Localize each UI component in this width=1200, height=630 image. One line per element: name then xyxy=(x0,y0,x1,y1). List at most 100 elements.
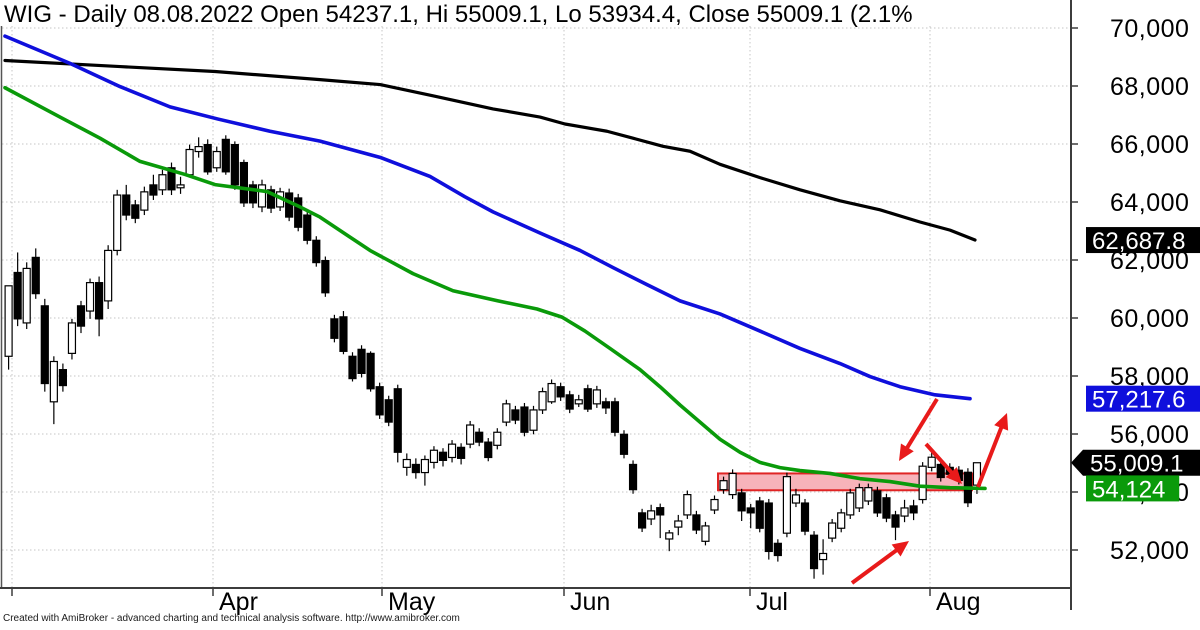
arrow-head-icon xyxy=(945,467,962,484)
candle-down xyxy=(656,507,665,516)
candle-up xyxy=(194,146,203,153)
ma-value-box xyxy=(1086,385,1200,412)
candle-down xyxy=(339,316,348,352)
y-tick-label: 66,000 xyxy=(1110,131,1189,159)
candle-up xyxy=(538,391,547,411)
candle-up xyxy=(900,507,909,517)
candle-down xyxy=(764,502,773,553)
candle-up xyxy=(113,194,122,252)
candle-up xyxy=(927,456,936,468)
ma-value-label: 57,217.6 xyxy=(1092,387,1185,414)
candle-down xyxy=(375,386,384,416)
candle-down xyxy=(239,161,248,204)
candle-down xyxy=(565,394,574,410)
candle-up xyxy=(493,431,502,446)
x-tick-label: Jun xyxy=(570,588,610,616)
arrow-shaft xyxy=(976,423,1005,488)
arrow-head-icon xyxy=(899,443,914,461)
candle-down xyxy=(94,282,104,320)
candle-up xyxy=(547,382,556,403)
candle-down xyxy=(230,143,239,186)
ma-value-box xyxy=(1086,475,1180,502)
candle-down xyxy=(601,401,611,409)
candle-down xyxy=(203,143,212,173)
candles xyxy=(4,135,982,579)
candle-down xyxy=(330,318,339,339)
candle-up xyxy=(85,282,95,312)
candle-up xyxy=(683,494,692,516)
candle-down xyxy=(285,192,294,218)
candle-up xyxy=(864,487,873,502)
candle-up xyxy=(828,522,837,539)
candle-up xyxy=(846,492,855,516)
footer-credit: Created with AmiBroker - advanced charti… xyxy=(3,613,460,624)
candle-down xyxy=(411,463,420,474)
candle-down xyxy=(31,256,40,295)
candle-down xyxy=(76,305,86,327)
candle-up xyxy=(402,458,411,468)
candle-down xyxy=(755,500,764,529)
candle-down xyxy=(909,505,918,514)
candle-down xyxy=(438,451,448,461)
candle-up xyxy=(674,520,683,528)
candle-down xyxy=(357,348,366,374)
candle-down xyxy=(583,388,592,410)
candle-down xyxy=(809,534,819,570)
candle-down xyxy=(167,167,176,191)
candle-down xyxy=(294,197,303,228)
candle-down xyxy=(737,492,746,512)
candle-up xyxy=(4,285,13,357)
candle-down xyxy=(882,497,891,519)
candle-up xyxy=(185,148,194,176)
x-tick-label: Jul xyxy=(756,588,788,616)
candle-up xyxy=(158,174,167,191)
candle-down xyxy=(393,388,402,453)
y-tick-label: 60,000 xyxy=(1110,305,1189,333)
candle-down xyxy=(303,214,312,241)
candle-up xyxy=(529,409,538,431)
arrow-shaft xyxy=(850,546,901,585)
candle-up xyxy=(710,498,719,511)
x-tick-label: Aug xyxy=(936,588,980,616)
ma-value-label: 62,687.8 xyxy=(1092,228,1185,255)
candle-down xyxy=(520,406,529,433)
y-tick-label: 68,000 xyxy=(1110,73,1189,101)
gridlines xyxy=(2,26,1071,587)
candle-down xyxy=(873,490,882,514)
y-axis: 70,00068,00066,00064,00062,00060,00058,0… xyxy=(1071,15,1189,565)
candle-down xyxy=(800,502,810,532)
candle-down xyxy=(40,305,49,385)
candle-down xyxy=(773,542,782,557)
ma-short-line xyxy=(3,85,987,491)
candle-down xyxy=(122,194,131,216)
last-price-label: 55,009.1 xyxy=(1090,451,1183,478)
candle-down xyxy=(619,433,629,455)
candle-up xyxy=(447,443,457,459)
candle-up xyxy=(855,487,864,509)
candle-up xyxy=(728,472,737,496)
y-tick-label: 70,000 xyxy=(1110,15,1189,43)
candle-up xyxy=(665,532,674,540)
y-tick-label: 56,000 xyxy=(1110,421,1189,449)
candle-up xyxy=(212,150,221,169)
candle-up xyxy=(22,267,31,324)
ma-value-label: 54,124 xyxy=(1092,476,1165,503)
candle-up xyxy=(420,458,429,474)
candle-up xyxy=(791,494,801,504)
candle-up xyxy=(140,191,149,211)
ma-mid-line xyxy=(3,34,972,401)
arrow-head-icon xyxy=(994,413,1009,431)
last-price-pointer xyxy=(1071,449,1200,476)
candle-down xyxy=(321,259,330,294)
arrow-head-icon xyxy=(891,541,909,557)
candle-up xyxy=(49,360,58,403)
candle-up xyxy=(837,512,846,529)
candle-down xyxy=(936,463,945,479)
candle-down xyxy=(457,446,466,459)
arrow-shaft xyxy=(903,397,939,452)
candle-down xyxy=(312,239,321,264)
candle-up xyxy=(701,525,710,542)
candle-up xyxy=(429,449,439,464)
